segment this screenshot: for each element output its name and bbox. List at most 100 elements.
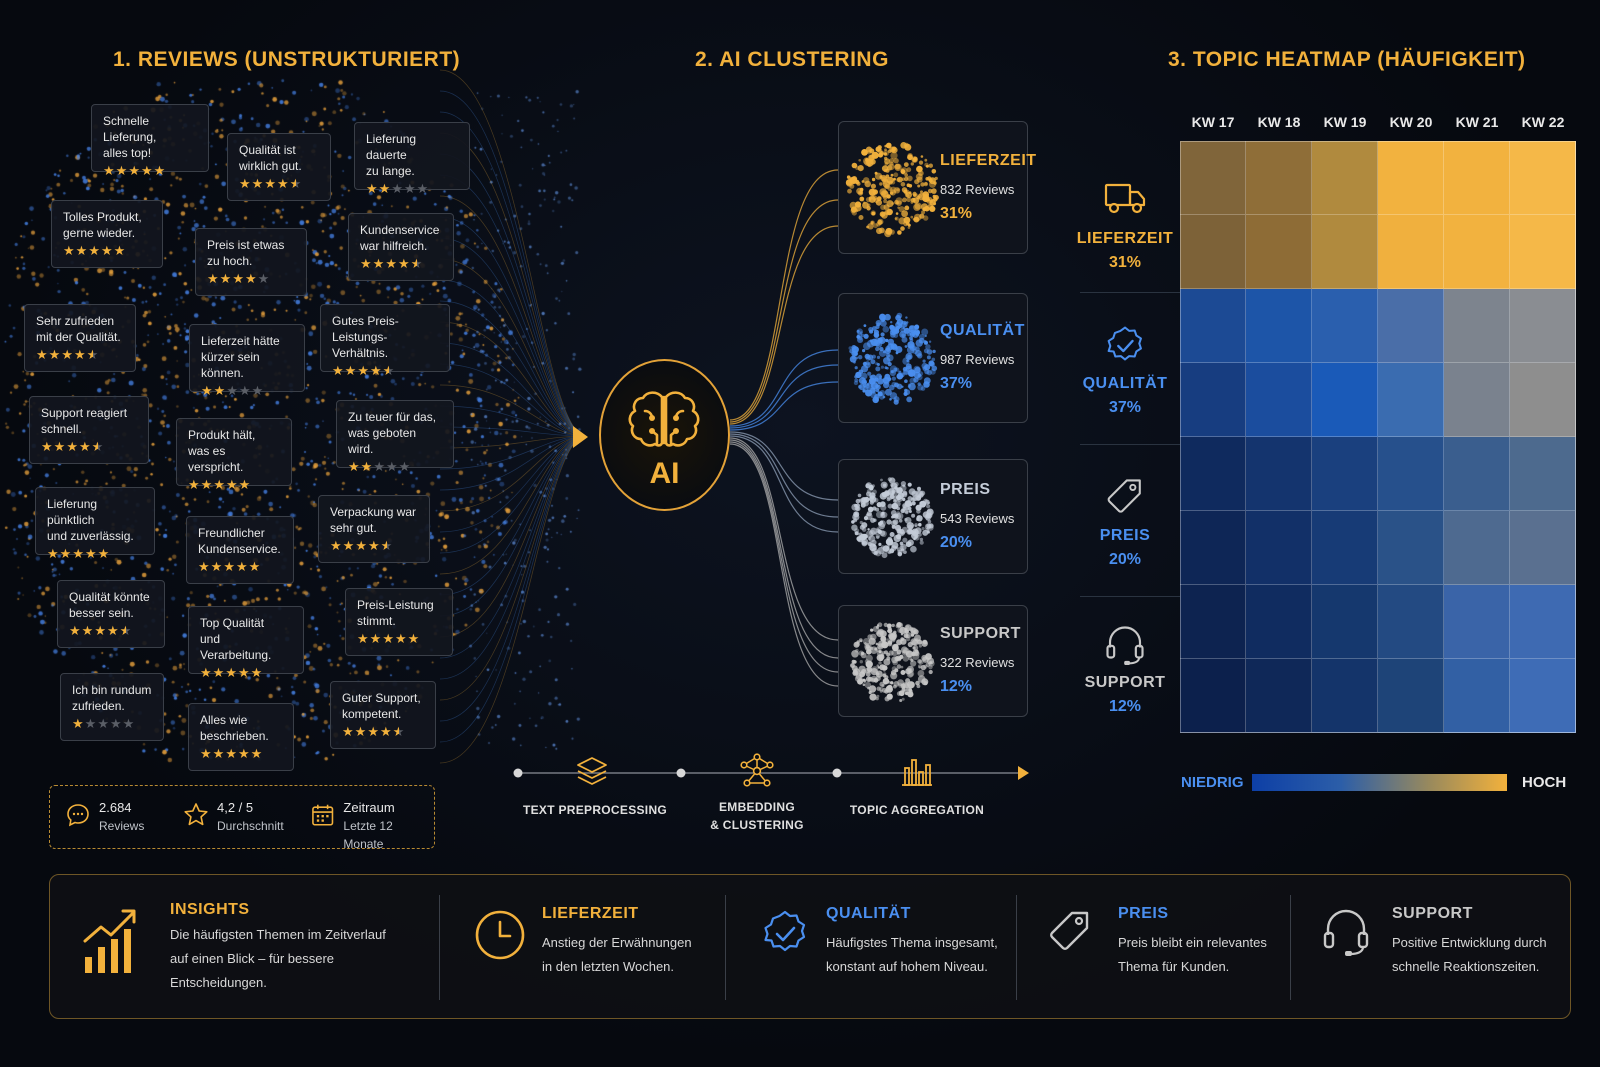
review-card: Alles wie beschrieben. ★★★★★ [188,703,294,771]
review-card: Lieferung dauerte zu lange. ★★★★★ [354,122,470,196]
insight-divider [439,895,440,1000]
heatmap-cell [1378,511,1444,585]
heatmap-cell [1180,289,1246,363]
review-rating-stars: ★★★★★ [63,243,127,258]
headset-icon [1323,909,1369,956]
heatmap-cell [1378,141,1444,215]
heatmap-row-percent: 31% [1108,254,1142,271]
review-rating-stars: ★★★★★ [342,724,406,739]
cluster-percent: 20% [940,533,973,551]
cluster-name: SUPPORT [940,625,1021,642]
insight-lieferzeit-title: LIEFERZEIT [542,905,639,922]
heatmap-cell [1246,215,1312,289]
badge-check-icon [764,910,806,952]
review-card: Lieferzeit hätte kürzer sein können. ★★★★… [189,324,305,398]
review-rating-stars: ★★★★★ [348,459,412,474]
insight-lieferzeit-text: Anstieg der Erwähnungen in den letzten W… [542,935,692,974]
heatmap-row-support: SUPPORT 12% [1070,624,1180,716]
heatmap-cell [1312,659,1378,733]
price-tag-icon [1070,477,1180,521]
cluster-card-qualität: QUALITÄT 987 Reviews 37% [838,293,1028,423]
review-rating-stars: ★★★★★ [36,347,100,362]
insight-divider [725,895,726,1000]
heatmap-cell [1444,585,1510,659]
review-rating-stars: ★★★★★ [41,439,105,454]
heatmap-cell [1312,289,1378,363]
heatmap-cell [1246,289,1312,363]
heatmap-week-label: KW 17 [1191,114,1235,130]
review-text: Lieferzeit hätte kürzer sein können. [201,334,280,380]
review-text: Freundlicher Kundenservice. [198,526,281,556]
heatmap-cell [1510,511,1576,585]
review-text: Top Qualität und Verarbeitung. [200,616,272,662]
heatmap-cell [1444,363,1510,437]
review-rating-stars: ★★★★★ [47,546,111,561]
section-title-clustering: 2. AI CLUSTERING [695,48,889,71]
bar-chart-icon [902,759,932,786]
insights-panel: INSIGHTS Die häufigsten Themen im Zeitve… [49,874,1571,1019]
review-card: Lieferung pünktlich und zuverlässig. ★★★★… [35,487,155,561]
cluster-percent: 31% [940,204,973,222]
heatmap-cell [1246,437,1312,511]
heatmap-cell [1180,437,1246,511]
insight-preis-title: PREIS [1118,905,1169,922]
insight-preis: PREIS Preis bleibt ein relevantes Thema … [1017,875,1290,1020]
review-card: Zu teuer für das, was geboten wird. ★★★★★ [336,400,454,474]
brain-icon [628,391,700,447]
review-text: Kundenservice war hilfreich. [360,223,440,253]
truck-icon [1070,180,1180,224]
cluster-particles [851,477,934,559]
heatmap-row-name: QUALITÄT [1082,375,1168,392]
heatmap-row-lieferzeit: LIEFERZEIT 31% [1070,180,1180,272]
heatmap-cell [1180,215,1246,289]
insight-support: SUPPORT Positive Entwicklung durch schne… [1291,875,1571,1020]
insight-support-title: SUPPORT [1392,905,1473,922]
review-rating-stars: ★★★★★ [198,559,262,574]
review-card: Sehr zufrieden mit der Qualität. ★★★★★ [24,304,136,372]
review-rating-stars: ★★★★★ [332,363,396,378]
heatmap-row-name: SUPPORT [1084,674,1166,691]
heatmap-row-qualität: QUALITÄT 37% [1070,325,1180,417]
legend-high-label: HOCH [1522,774,1567,791]
heatmap-week-label: KW 21 [1455,114,1499,130]
cluster-name: QUALITÄT [940,322,1025,339]
review-text: Preis ist etwas zu hoch. [207,238,285,268]
review-card: Guter Support, kompetent. ★★★★★ [330,681,436,749]
stat-average-value: 4,2 / 5 [217,800,254,815]
heatmap-row-name: PREIS [1099,527,1151,544]
heatmap-cell [1510,659,1576,733]
heatmap-cell [1444,437,1510,511]
heatmap-week-label: KW 20 [1389,114,1433,130]
stat-period-value: Zeitraum [343,800,395,815]
cluster-percent: 12% [940,678,973,695]
review-text: Qualität könnte besser sein. [69,590,150,620]
heatmap-cell [1180,141,1246,215]
review-card: Tolles Produkt, gerne wieder. ★★★★★ [51,200,163,268]
review-text: Ich bin rundum zufrieden. [72,683,152,713]
review-text: Schnelle Lieferung, alles top! [103,114,157,160]
heatmap-cell [1378,437,1444,511]
heatmap-cell [1312,215,1378,289]
review-card: Qualität könnte besser sein. ★★★★★ [57,580,165,648]
heatmap-row-percent: 12% [1108,698,1142,715]
heatmap-cell [1444,289,1510,363]
stat-reviews-value: 2.684 [99,800,132,815]
heatmap-week-label: KW 18 [1257,114,1301,130]
cluster-review-count: 832 Reviews [940,181,1015,197]
review-card: Preis-Leistung stimmt. ★★★★★ [345,588,453,656]
badge-check-icon [1070,325,1180,369]
ai-label: AI [649,457,680,490]
headset-icon [1070,624,1180,668]
heatmap-cell [1378,289,1444,363]
heatmap-row-preis: PREIS 20% [1070,477,1180,569]
review-text: Support reagiert schnell. [41,406,128,436]
heatmap-cell [1312,511,1378,585]
heatmap-cell [1510,289,1576,363]
review-text: Lieferung pünktlich und zuverlässig. [47,497,134,543]
review-rating-stars: ★★★★★ [72,716,136,731]
heatmap-cell [1246,511,1312,585]
heatmap-row-divider [1080,444,1180,445]
legend-low-label: NIEDRIG [1181,774,1244,791]
heatmap-cell [1378,363,1444,437]
heatmap-cell [1246,659,1312,733]
